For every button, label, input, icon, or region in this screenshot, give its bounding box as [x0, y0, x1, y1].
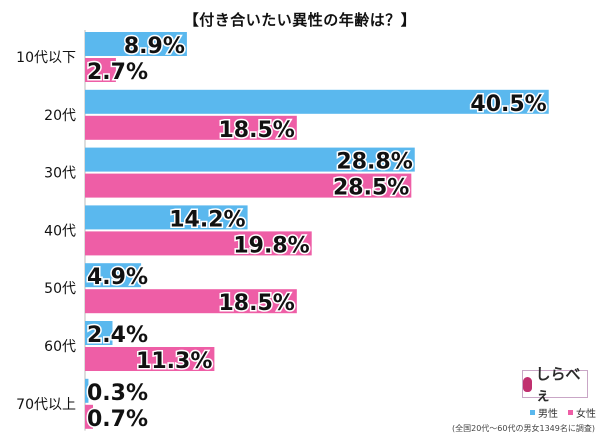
- legend-item-male: 男性: [530, 405, 558, 420]
- bar-value-label-male: 14.2%: [169, 207, 245, 232]
- bar-value-label-male: 2.4%: [87, 323, 148, 348]
- bar-male: [85, 263, 142, 288]
- legend-swatch-male: [530, 410, 535, 415]
- bar-value-label-female: 18.5%: [218, 291, 294, 316]
- bar-value-label-male: 4.9%: [87, 265, 148, 290]
- bar-female: [85, 404, 94, 429]
- logo-mark-icon: [523, 376, 533, 392]
- bar-female: [85, 347, 215, 371]
- bar-value-label-female: 0.7%: [87, 407, 148, 432]
- category-label: 30代: [44, 166, 76, 182]
- legend-label-female: 女性: [576, 409, 596, 420]
- bar-value-label-female: 19.8%: [233, 233, 309, 258]
- bar-female: [85, 231, 312, 256]
- bar-male: [85, 205, 248, 230]
- bar-female: [85, 173, 412, 198]
- bar-male: [85, 321, 113, 345]
- category-label: 20代: [44, 108, 76, 124]
- bar-value-label-female: 2.7%: [87, 60, 148, 85]
- legend-label-male: 男性: [538, 409, 558, 420]
- category-label: 10代以下: [16, 50, 76, 66]
- legend-item-female: 女性: [568, 405, 596, 420]
- bar-value-label-female: 11.3%: [136, 349, 212, 374]
- bar-female: [85, 115, 297, 140]
- bar-value-label-female: 28.5%: [333, 176, 409, 201]
- bar-value-label-male: 0.3%: [87, 381, 148, 406]
- bar-value-label-male: 40.5%: [470, 92, 546, 117]
- chart-legend: 男性 女性: [530, 405, 596, 420]
- bar-value-label-male: 8.9%: [124, 34, 185, 59]
- logo-text: しらべぇ: [535, 365, 581, 404]
- bar-female: [85, 289, 297, 314]
- shirabee-logo: しらべぇ: [522, 365, 588, 404]
- category-label: 60代: [44, 339, 76, 355]
- survey-footnote: (全国20代〜60代の男女1349名に調査): [452, 424, 595, 433]
- bar-male: [85, 147, 415, 172]
- category-label: 70代以上: [16, 397, 76, 413]
- category-label: 50代: [44, 281, 76, 297]
- category-label: 40代: [44, 223, 76, 239]
- bar-male: [85, 32, 187, 56]
- bar-male: [85, 378, 89, 403]
- legend-swatch-female: [568, 410, 573, 415]
- bar-value-label-female: 18.5%: [218, 118, 294, 143]
- bar-male: [85, 89, 549, 114]
- chart-title: 【付き合いたい異性の年齢は？】: [183, 11, 417, 29]
- bar-female: [85, 58, 116, 82]
- bar-value-label-male: 28.8%: [336, 150, 412, 175]
